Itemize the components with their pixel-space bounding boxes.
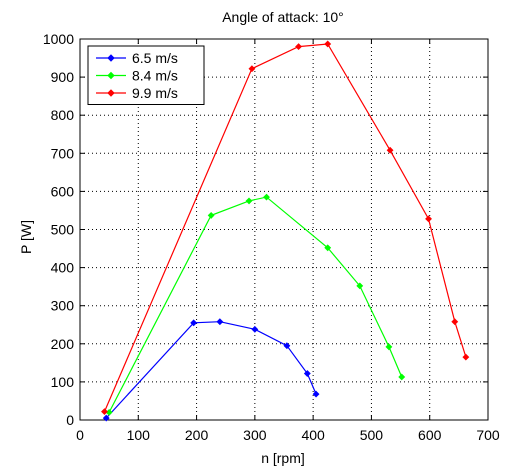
data-point [101,408,108,416]
legend-item: 8.4 m/s [96,68,178,84]
data-point [251,325,259,333]
x-tick-label: 400 [301,427,325,443]
data-point [263,193,270,201]
series-line [105,321,317,419]
series-line [103,43,467,412]
y-tick-label: 1000 [43,31,74,47]
legend-label: 9.9 m/s [132,85,178,101]
data-point [312,390,320,398]
data-point [190,319,198,327]
data-point [324,244,332,252]
series-0 [102,318,320,422]
grid [80,39,488,420]
legend-item: 6.5 m/s [96,50,178,66]
data-point [451,318,459,326]
legend-marker [107,89,115,97]
data-point [385,343,393,351]
data-point [398,373,406,381]
x-tick-label: 500 [360,427,384,443]
axis-ticks: 0 100 200 300 400 500 600 700 0 100 200 300 400 500 60… [43,31,500,443]
data-point [386,146,394,154]
x-tick-label: 200 [185,427,209,443]
data-point [295,43,302,51]
y-tick-label: 400 [51,260,75,276]
y-axis-title: P [W] [18,220,34,254]
data-point [245,197,253,205]
legend-label: 6.5 m/s [132,50,178,66]
y-tick-label: 900 [51,69,75,85]
legend-item: 9.9 m/s [96,85,178,101]
x-tick-label: 700 [476,427,500,443]
x-tick-label: 0 [76,427,84,443]
y-tick-label: 700 [51,145,75,161]
y-tick-label: 300 [51,298,75,314]
y-tick-label: 600 [51,183,75,199]
series-line [108,196,403,413]
data-point [283,342,291,350]
legend-label: 8.4 m/s [132,68,178,84]
legend-marker [107,71,115,80]
x-tick-label: 100 [127,427,151,443]
data-point [324,40,332,48]
series-2 [101,40,470,416]
legend: 6.5 m/s 8.4 m/s9.9 m/s [87,45,205,105]
data-point [462,353,470,361]
x-tick-label: 300 [243,427,267,443]
data-point [303,370,311,377]
data-point [102,414,110,422]
x-axis-title: n [rpm] [261,450,305,466]
data-point [356,282,364,290]
data-point [207,211,215,219]
data-point [248,65,256,73]
y-tick-label: 500 [51,222,75,238]
x-tick-label: 600 [418,427,442,443]
series-1 [105,193,406,416]
y-tick-label: 0 [66,412,74,428]
chart-title: Angle of attack: 10° [222,9,344,25]
legend-marker [107,54,115,62]
y-tick-label: 100 [51,374,75,390]
y-tick-label: 200 [51,336,75,352]
series-layer [101,40,470,422]
data-point [216,318,224,326]
data-point [425,215,432,223]
y-tick-label: 800 [51,107,75,123]
